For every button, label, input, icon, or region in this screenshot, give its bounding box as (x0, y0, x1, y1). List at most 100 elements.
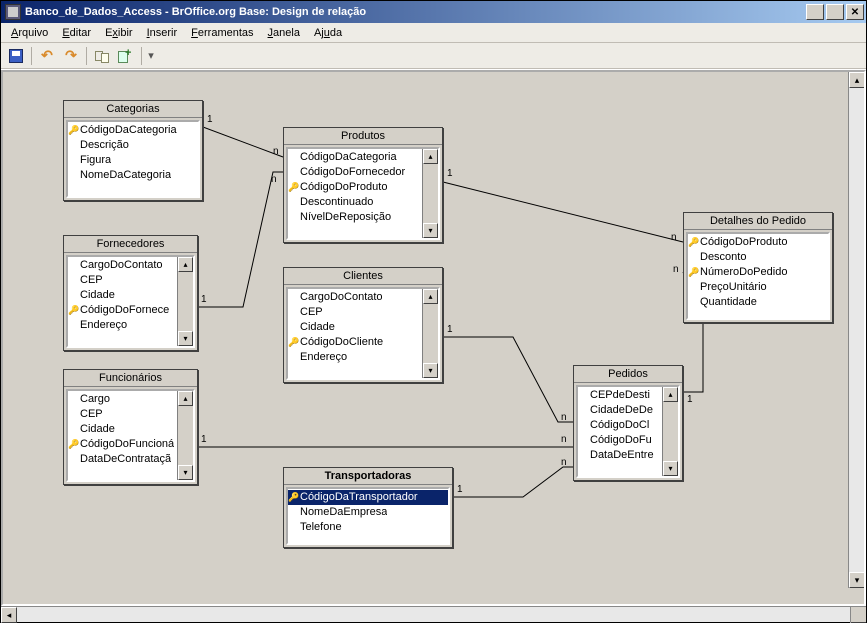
table-title[interactable]: Clientes (284, 268, 442, 285)
table-scrollbar[interactable]: ▴▾ (177, 257, 193, 346)
scroll-up-button[interactable]: ▴ (849, 72, 865, 88)
field-row[interactable]: Cidade (68, 422, 177, 437)
menu-editar[interactable]: Editar (56, 26, 97, 40)
field-row[interactable]: 🔑CódigoDoFuncioná (68, 437, 177, 452)
field-list[interactable]: CargoDoContatoCEPCidade🔑CódigoDoClienteE… (288, 289, 422, 378)
field-row[interactable]: Cidade (288, 320, 422, 335)
field-row[interactable]: Endereço (288, 350, 422, 365)
scroll-track[interactable] (849, 88, 864, 572)
scroll-down-button[interactable]: ▾ (849, 572, 865, 588)
table-title[interactable]: Pedidos (574, 366, 682, 383)
table-title[interactable]: Categorias (64, 101, 202, 118)
field-row[interactable]: CódigoDoCl (578, 418, 662, 433)
field-row[interactable]: CargoDoContato (288, 290, 422, 305)
field-row[interactable]: PreçoUnitário (688, 280, 828, 295)
menu-inserir[interactable]: Inserir (141, 26, 184, 40)
field-row[interactable]: Quantidade (688, 295, 828, 310)
table-pedidos[interactable]: Pedidos CEPdeDestiCidadeDeDeCódigoDoClCód… (573, 365, 683, 481)
table-funcionarios[interactable]: Funcionários CargoCEPCidade🔑CódigoDoFunci… (63, 369, 198, 485)
close-button[interactable]: ✕ (846, 4, 864, 20)
undo-button[interactable]: ↶ (36, 45, 58, 67)
scroll-left-button[interactable]: ◂ (1, 607, 17, 623)
relation-canvas[interactable]: 1n1n1n1n1n1n1n Categorias🔑CódigoDaCatego… (3, 72, 864, 604)
scroll-up-icon[interactable]: ▴ (423, 149, 438, 164)
scroll-track[interactable] (423, 304, 438, 363)
scroll-track[interactable] (178, 406, 193, 465)
scroll-track[interactable] (178, 272, 193, 331)
scroll-down-icon[interactable]: ▾ (663, 461, 678, 476)
minimize-button[interactable] (806, 4, 824, 20)
table-scrollbar[interactable]: ▴▾ (422, 289, 438, 378)
field-row[interactable]: CódigoDoFornecedor (288, 165, 422, 180)
field-row[interactable]: DataDeEntre (578, 448, 662, 463)
menu-janela[interactable]: Janela (262, 26, 306, 40)
field-list[interactable]: CódigoDaCategoriaCódigoDoFornecedor🔑Códi… (288, 149, 422, 238)
table-title[interactable]: Fornecedores (64, 236, 197, 253)
field-row[interactable]: Figura (68, 153, 198, 168)
field-row[interactable]: CódigoDoFu (578, 433, 662, 448)
field-row[interactable]: 🔑CódigoDaTransportador (288, 490, 448, 505)
table-detalhes[interactable]: Detalhes do Pedido 🔑CódigoDoProdutoDescon… (683, 212, 833, 323)
field-row[interactable]: NomeDaEmpresa (288, 505, 448, 520)
toolbar-more-dropdown[interactable]: ▾ (146, 49, 156, 62)
field-row[interactable]: CEP (68, 273, 177, 288)
scroll-track[interactable] (423, 164, 438, 223)
table-scrollbar[interactable]: ▴▾ (177, 391, 193, 480)
field-list[interactable]: 🔑CódigoDoProdutoDesconto🔑NúmeroDoPedidoP… (688, 234, 828, 318)
field-row[interactable]: Descontinuado (288, 195, 422, 210)
table-fornecedores[interactable]: Fornecedores CargoDoContatoCEPCidade🔑Códi… (63, 235, 198, 351)
maximize-button[interactable] (826, 4, 844, 20)
field-row[interactable]: 🔑CódigoDoProduto (688, 235, 828, 250)
field-row[interactable]: 🔑CódigoDoProduto (288, 180, 422, 195)
vertical-scrollbar[interactable]: ▴ ▾ (848, 72, 864, 588)
table-transportadoras[interactable]: Transportadoras 🔑CódigoDaTransportadorNom… (283, 467, 453, 548)
field-row[interactable]: CEP (288, 305, 422, 320)
table-title[interactable]: Funcionários (64, 370, 197, 387)
field-row[interactable]: Endereço (68, 318, 177, 333)
field-row[interactable]: DataDeContrataçã (68, 452, 177, 467)
scroll-up-icon[interactable]: ▴ (423, 289, 438, 304)
field-row[interactable]: 🔑CódigoDaCategoria (68, 123, 198, 138)
field-row[interactable]: NívelDeReposição (288, 210, 422, 225)
menu-ajuda[interactable]: Ajuda (308, 26, 348, 40)
field-list[interactable]: CEPdeDestiCidadeDeDeCódigoDoClCódigoDoFu… (578, 387, 662, 476)
table-title[interactable]: Detalhes do Pedido (684, 213, 832, 230)
field-row[interactable]: CidadeDeDe (578, 403, 662, 418)
add-table-button[interactable] (115, 45, 137, 67)
scroll-track[interactable] (663, 402, 678, 461)
field-row[interactable]: NomeDaCategoria (68, 168, 198, 183)
field-row[interactable]: Desconto (688, 250, 828, 265)
menu-ferramentas[interactable]: Ferramentas (185, 26, 259, 40)
redo-button[interactable]: ↷ (60, 45, 82, 67)
scroll-track[interactable] (17, 607, 850, 622)
scroll-up-icon[interactable]: ▴ (178, 257, 193, 272)
table-title[interactable]: Produtos (284, 128, 442, 145)
table-categorias[interactable]: Categorias 🔑CódigoDaCategoriaDescriçãoFig… (63, 100, 203, 201)
field-row[interactable]: Telefone (288, 520, 448, 535)
scroll-down-icon[interactable]: ▾ (178, 331, 193, 346)
save-button[interactable] (5, 45, 27, 67)
table-title[interactable]: Transportadoras (284, 468, 452, 485)
table-clientes[interactable]: Clientes CargoDoContatoCEPCidade🔑CódigoDo… (283, 267, 443, 383)
field-row[interactable]: 🔑NúmeroDoPedido (688, 265, 828, 280)
field-list[interactable]: 🔑CódigoDaTransportadorNomeDaEmpresaTelef… (288, 489, 448, 543)
field-row[interactable]: CargoDoContato (68, 258, 177, 273)
titlebar[interactable]: Banco_de_Dados_Access - BrOffice.org Bas… (1, 1, 866, 23)
menu-exibir[interactable]: Exibir (99, 26, 139, 40)
field-list[interactable]: CargoDoContatoCEPCidade🔑CódigoDoForneceE… (68, 257, 177, 346)
scroll-down-icon[interactable]: ▾ (178, 465, 193, 480)
new-relation-button[interactable] (91, 45, 113, 67)
table-scrollbar[interactable]: ▴▾ (422, 149, 438, 238)
menu-arquivo[interactable]: Arquivo (5, 26, 54, 40)
field-row[interactable]: CEPdeDesti (578, 388, 662, 403)
table-produtos[interactable]: Produtos CódigoDaCategoriaCódigoDoFornece… (283, 127, 443, 243)
field-row[interactable]: CEP (68, 407, 177, 422)
scroll-up-icon[interactable]: ▴ (663, 387, 678, 402)
scroll-down-icon[interactable]: ▾ (423, 363, 438, 378)
field-row[interactable]: Descrição (68, 138, 198, 153)
field-list[interactable]: CargoCEPCidade🔑CódigoDoFuncionáDataDeCon… (68, 391, 177, 480)
field-row[interactable]: 🔑CódigoDoFornece (68, 303, 177, 318)
field-row[interactable]: 🔑CódigoDoCliente (288, 335, 422, 350)
field-row[interactable]: Cidade (68, 288, 177, 303)
field-list[interactable]: 🔑CódigoDaCategoriaDescriçãoFiguraNomeDaC… (68, 122, 198, 196)
